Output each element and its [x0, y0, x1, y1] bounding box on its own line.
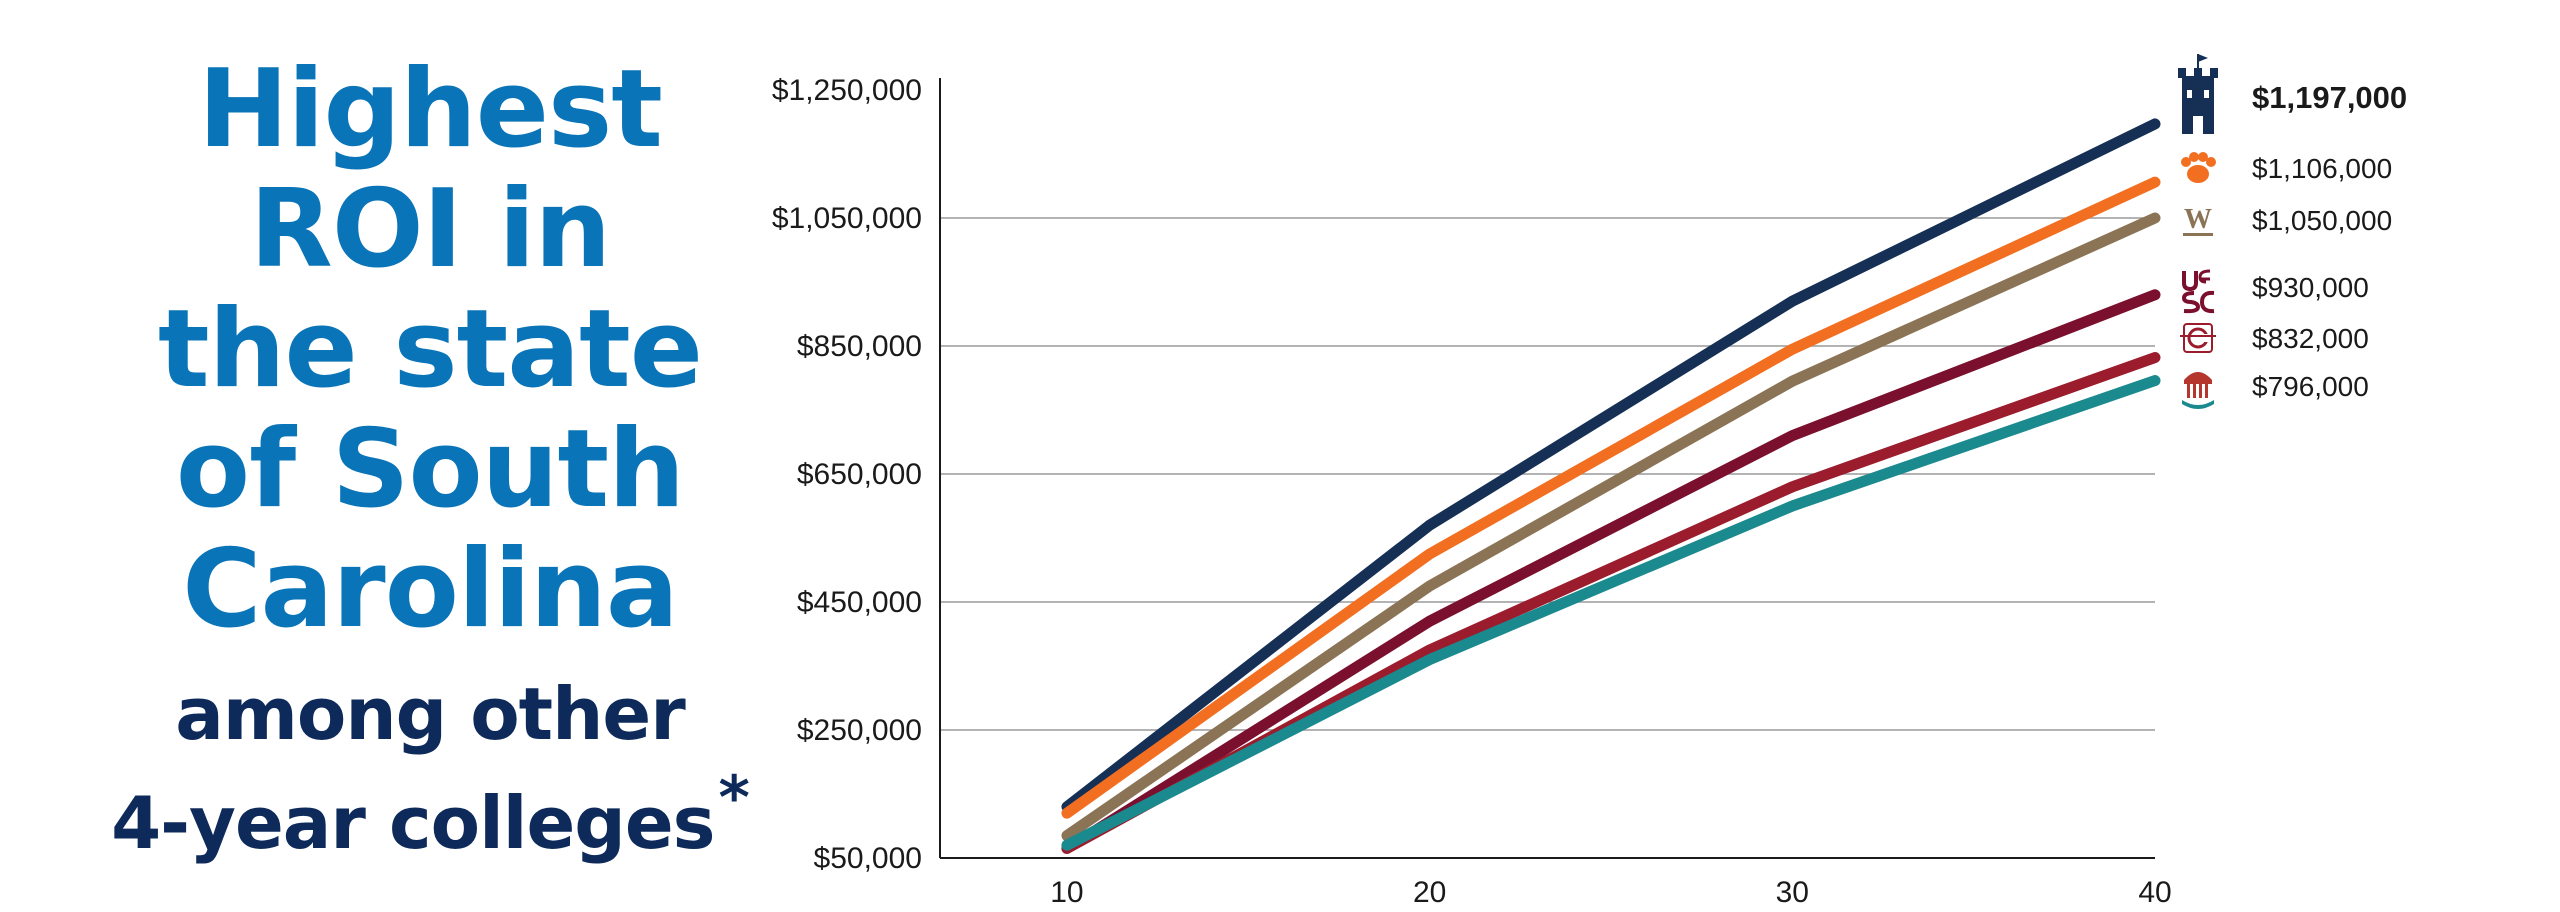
series-line-4: [1061, 289, 2161, 854]
legend-value-3: $1,050,000: [2252, 205, 2392, 236]
rotunda-icon: [2182, 372, 2214, 409]
legend-value-4: $930,000: [2252, 272, 2369, 303]
y-tick-label: $1,050,000: [772, 202, 922, 235]
headline-line-4: of South: [175, 407, 685, 532]
headline-line-5: Carolina: [182, 527, 678, 652]
series-line-6: [1061, 375, 2161, 851]
x-tick-label: 10: [1050, 876, 1083, 909]
y-tick-label: $50,000: [814, 842, 922, 875]
y-tick-label: $450,000: [797, 586, 922, 619]
subheadline-line-2: 4-year colleges*: [110, 756, 750, 865]
y-tick-labels: $50,000 $250,000 $450,000 $650,000 $850,000 $…: [772, 74, 922, 875]
legend: $1,197,000 $1,106,000 W $1,050,000 $930,000 $…: [2178, 54, 2407, 409]
series-line-3: [1061, 212, 2161, 842]
legend-value-6: $796,000: [2252, 371, 2369, 402]
series-line-5: [1061, 352, 2161, 854]
y-tick-label: $250,000: [797, 714, 922, 747]
subheadline-line-2-text: 4-year colleges: [111, 781, 715, 865]
legend-value-2: $1,106,000: [2252, 153, 2392, 184]
castle-icon: [2178, 54, 2218, 134]
x-tick-label: 20: [1413, 876, 1446, 909]
series-lines: [1061, 118, 2161, 854]
x-tick-label: 30: [1776, 876, 1809, 909]
x-tick-label: 40: [2138, 876, 2171, 909]
usc-logo-icon: [2181, 269, 2215, 314]
subheadline: among other 4-year colleges*: [110, 672, 750, 865]
series-line-2: [1061, 176, 2161, 819]
w-logo-icon: W: [2183, 204, 2213, 236]
y-tick-label: $650,000: [797, 458, 922, 491]
headline: Highest ROI in the state of South Caroli…: [110, 47, 750, 866]
legend-value-1: $1,197,000: [2252, 80, 2407, 115]
asterisk-footnote-mark: *: [718, 763, 750, 833]
c-seal-icon: [2180, 323, 2216, 353]
headline-line-1: Highest: [198, 47, 663, 172]
headline-line-3: the state: [157, 287, 703, 412]
y-tick-label: $850,000: [797, 330, 922, 363]
headline-line-2: ROI in: [249, 167, 612, 292]
axes: [939, 78, 2155, 859]
subheadline-line-1: among other: [175, 672, 685, 756]
y-tick-label: $1,250,000: [772, 74, 922, 107]
paw-icon: [2181, 152, 2216, 183]
x-tick-labels: 10 20 30 40: [1050, 876, 2171, 909]
legend-value-5: $832,000: [2252, 323, 2369, 354]
svg-text:W: W: [2184, 204, 2212, 235]
series-line-1: [1061, 118, 2161, 813]
